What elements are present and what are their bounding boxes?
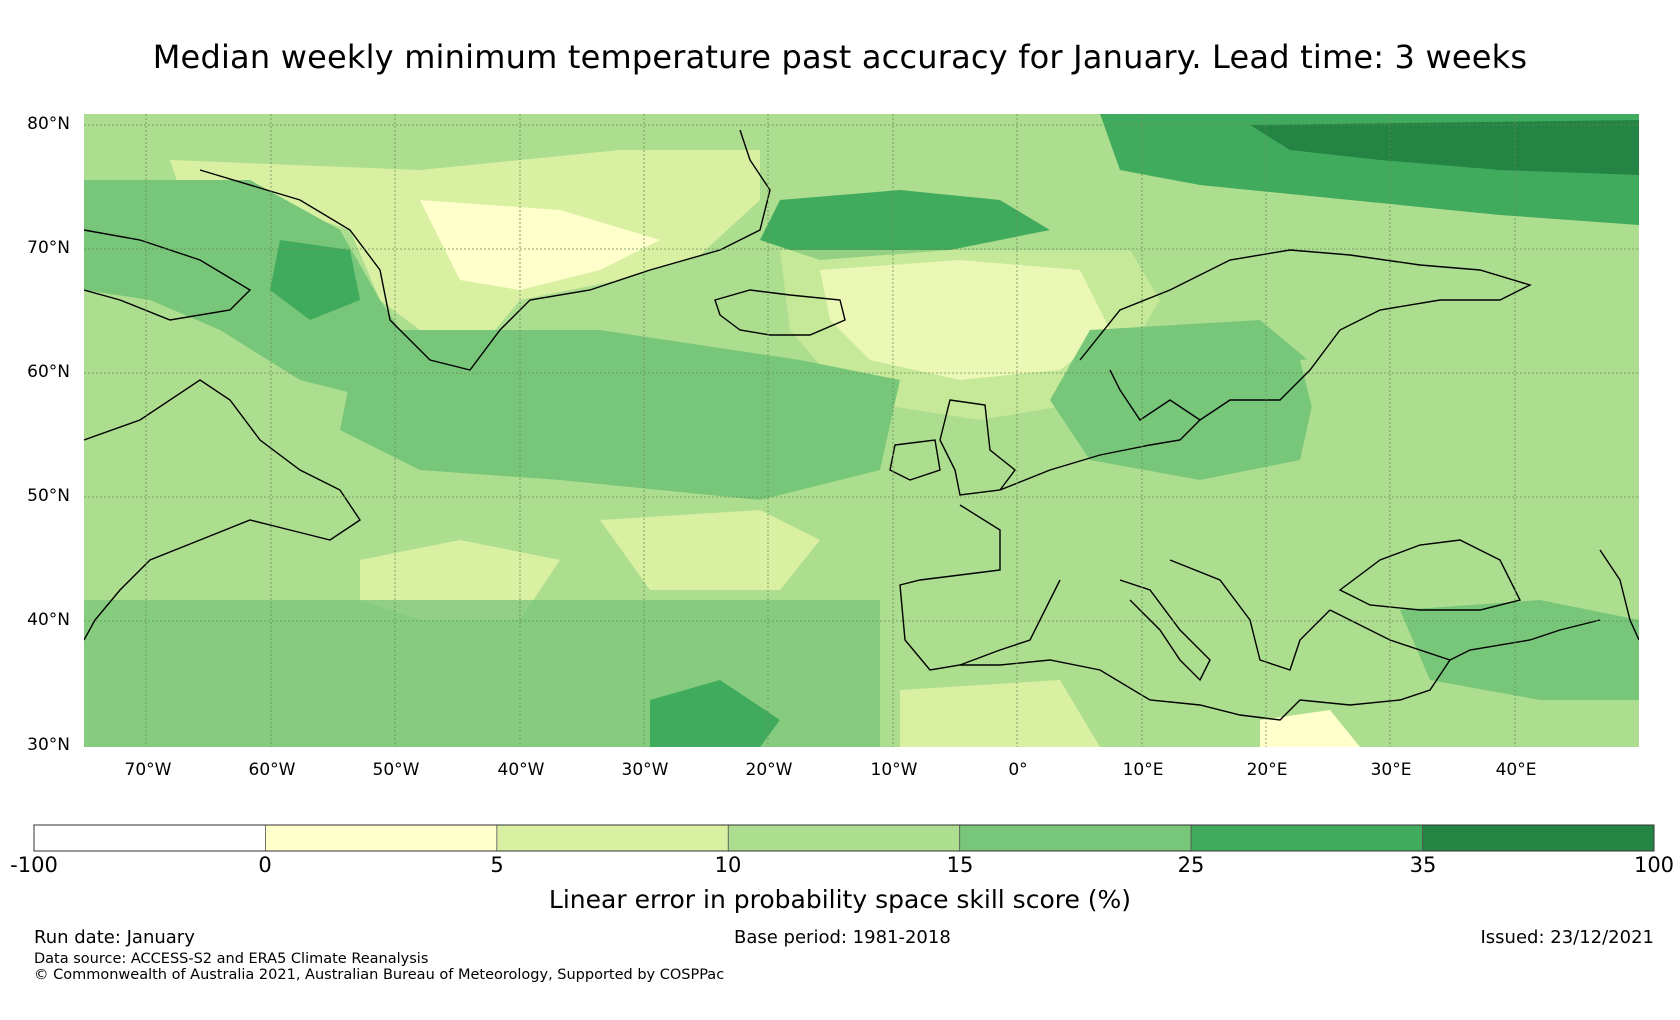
lon-label-30e: 30°E [1370,760,1412,780]
lon-label-10w: 10°W [870,760,918,780]
colorbar-segment-3 [727,824,961,852]
colorbar-label: Linear error in probability space skill … [548,885,1132,914]
coast-balkans [1169,559,1331,671]
coast-caspian [1599,549,1639,641]
field-labrador [84,180,420,400]
colorbar-tick-25: 25 [1177,853,1205,877]
colorbar-tick-100: 100 [1633,853,1675,877]
run-date: Run date: January [34,927,195,948]
lon-label-40e: 40°E [1495,760,1537,780]
colorbar-tick-5: 5 [490,853,504,877]
chart-title: Median weekly minimum temperature past a… [152,38,1528,76]
colorbar-tick-10: 10 [714,853,742,877]
coast-europe-west [999,419,1201,491]
issued-date: Issued: 23/12/2021 [1480,927,1654,948]
colorbar-segment-5 [1190,824,1423,852]
lon-label-70w: 70°W [124,760,172,780]
coast-labrador [84,379,361,641]
field-mid-atlantic-light [600,510,820,590]
coast-baffin [84,229,252,321]
skill-score-field [84,114,1639,747]
field-central-atlantic [340,330,900,500]
lat-label-40n: 40°N [27,610,70,630]
lon-label-20w: 20°W [745,760,793,780]
field-greenland-pale [420,200,660,290]
colorbar-segment-6 [1422,824,1655,852]
coast-greenland [199,129,771,371]
base-period: Base period: 1981-2018 [734,927,951,948]
data-source: Data source: ACCESS-S2 and ERA5 Climate … [34,951,429,967]
lon-label-60w: 60°W [248,760,296,780]
colorbar-frame [33,824,1655,852]
coast-iberia [899,504,1061,671]
colorbar-segment-4 [959,824,1192,852]
colorbar-tick-35: 35 [1409,853,1437,877]
lon-label-30w: 30°W [621,760,669,780]
colorbar-tick-minus100: -100 [10,853,58,877]
field-azores-dark [650,680,780,747]
lat-label-80n: 80°N [27,114,70,134]
colorbar-segment-1 [265,824,498,852]
colorbar-tick-15: 15 [946,853,974,877]
lon-label-40w: 40°W [497,760,545,780]
lat-label-70n: 70°N [27,238,70,258]
field-greenland-sea [760,190,1050,260]
field-scandinavia [1050,320,1320,480]
field-baffin-dark [270,240,360,320]
coast-uk [939,399,1016,496]
lat-label-60n: 60°N [27,362,70,382]
lon-label-50w: 50°W [372,760,420,780]
coast-italy [1119,579,1211,682]
field-arctic-east-darker [1250,120,1639,175]
lon-label-20e: 20°E [1246,760,1288,780]
coast-scandinavia [1079,249,1532,421]
lat-label-30n: 30°N [27,735,70,755]
lon-label-0: 0° [1008,760,1028,780]
lat-label-50n: 50°N [27,486,70,506]
coast-iceland [714,289,846,336]
coastlines [84,129,1639,721]
field-africa-pale [1260,710,1360,747]
field-mediterranean [900,540,1639,747]
copyright: © Commonwealth of Australia 2021, Austra… [34,967,725,983]
coast-north-africa [960,659,1451,721]
field-sahara-light [900,680,1100,747]
colorbar-segment-0 [33,824,266,852]
colorbar-segment-2 [496,824,729,852]
colorbar-tick-0: 0 [258,853,272,877]
lon-label-10e: 10°E [1122,760,1164,780]
field-eastern-europe [1300,340,1639,500]
graticule [84,114,1639,747]
coast-black-sea [1338,539,1522,611]
coast-ireland [889,439,941,481]
